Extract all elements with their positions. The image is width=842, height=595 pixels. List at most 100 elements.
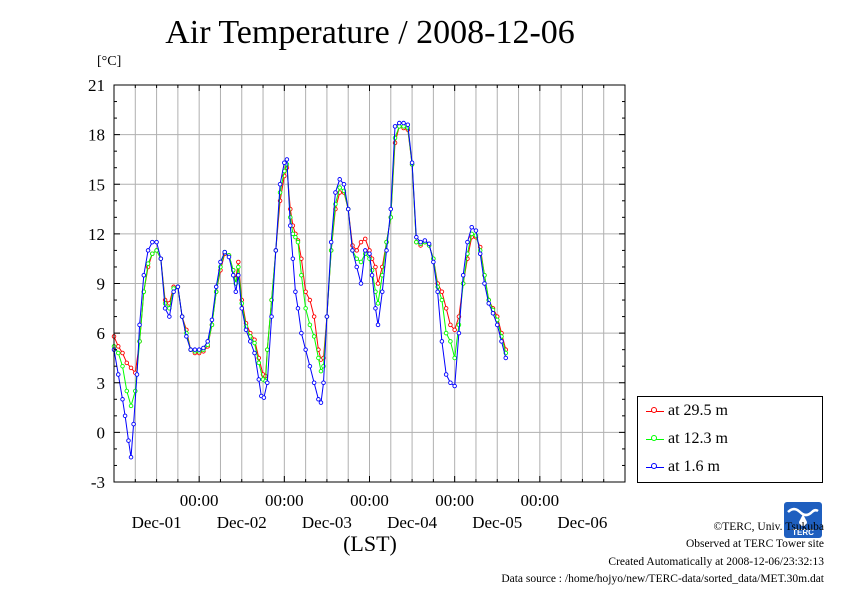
- data-point: [375, 281, 381, 286]
- credit-source: Data source : /home/hojyo/new/TERC-data/…: [501, 573, 824, 585]
- data-point: [293, 289, 298, 295]
- data-point: [116, 344, 121, 349]
- legend-item-1-6m: at 1.6 m: [646, 457, 720, 477]
- data-point: [124, 388, 130, 394]
- data-point: [295, 306, 301, 311]
- data-point: [236, 272, 241, 278]
- data-point: [414, 234, 419, 240]
- data-point: [465, 239, 470, 245]
- data-point: [409, 160, 415, 165]
- data-point: [397, 120, 402, 126]
- y-tick-label: -3: [91, 473, 105, 492]
- data-point: [288, 223, 293, 228]
- data-point: [392, 135, 398, 141]
- data-point: [303, 347, 308, 352]
- y-tick-label: 6: [97, 324, 106, 343]
- data-point: [218, 259, 223, 265]
- data-point: [282, 160, 287, 165]
- data-point: [439, 297, 445, 303]
- data-point: [192, 347, 198, 352]
- credit-site: Observed at TERC Tower site: [685, 538, 824, 550]
- x-tick-label: 00:00: [520, 491, 559, 510]
- data-point: [273, 248, 279, 253]
- data-point: [324, 314, 330, 319]
- data-point: [443, 306, 449, 311]
- data-point: [495, 322, 500, 328]
- data-point: [134, 372, 140, 377]
- data-point: [311, 380, 317, 386]
- data-point: [307, 322, 313, 328]
- data-point: [243, 327, 249, 333]
- data-point: [345, 206, 351, 212]
- data-point: [358, 281, 364, 286]
- data-point: [171, 289, 176, 295]
- data-point: [131, 421, 136, 427]
- data-point: [213, 284, 219, 290]
- data-point: [358, 239, 364, 245]
- data-point: [452, 355, 457, 361]
- data-point: [128, 365, 134, 371]
- data-point: [150, 251, 155, 256]
- axis-layer: -3 0 3 6 9 12 15 18 21 00:00 00:00 00:00 00:00 00:00 D…: [88, 76, 626, 532]
- data-point: [167, 314, 172, 319]
- data-point: [341, 181, 347, 187]
- data-point: [375, 322, 381, 328]
- data-point: [188, 347, 193, 352]
- y-tick-label: 18: [88, 126, 105, 145]
- data-point: [196, 347, 202, 352]
- data-point: [477, 251, 483, 256]
- data-point: [137, 322, 142, 328]
- legend-dot: [651, 407, 657, 413]
- data-point: [460, 272, 466, 278]
- data-point: [209, 317, 215, 323]
- data-point: [120, 350, 125, 356]
- data-point: [362, 236, 368, 242]
- data-point: [486, 301, 491, 306]
- data-point: [448, 380, 453, 386]
- legend-dot: [651, 463, 657, 469]
- data-point: [295, 239, 301, 245]
- data-point: [418, 239, 423, 245]
- data-point: [222, 249, 227, 255]
- data-point: [354, 248, 359, 253]
- data-point: [460, 281, 466, 286]
- data-point: [375, 301, 381, 306]
- data-point: [145, 261, 151, 266]
- data-point: [252, 340, 257, 346]
- data-point: [230, 272, 236, 278]
- data-point: [293, 234, 298, 240]
- data-point: [205, 339, 210, 344]
- x-date-label: Dec-05: [472, 513, 522, 532]
- data-point: [201, 345, 206, 351]
- data-point: [452, 327, 457, 333]
- data-point: [452, 383, 457, 389]
- data-point: [116, 372, 121, 377]
- data-point: [299, 272, 304, 278]
- data-point: [388, 206, 394, 212]
- data-point: [265, 380, 270, 386]
- x-tick-label: 00:00: [180, 491, 219, 510]
- terc-logo-icon: TERC: [784, 502, 822, 538]
- series-line: [113, 125, 507, 377]
- data-point: [328, 239, 334, 245]
- data-point: [405, 122, 411, 127]
- data-point: [337, 177, 342, 182]
- y-tick-label: 3: [97, 374, 106, 393]
- data-point: [318, 400, 324, 405]
- data-point: [256, 377, 262, 382]
- data-point: [321, 380, 326, 386]
- data-point: [358, 259, 364, 265]
- data-point: [435, 289, 440, 295]
- data-point: [299, 330, 304, 336]
- data-point: [448, 339, 453, 344]
- data-point: [503, 355, 509, 361]
- data-point: [120, 397, 125, 402]
- grid-layer: [114, 84, 625, 483]
- y-tick-label: 12: [88, 225, 105, 244]
- data-point: [311, 314, 317, 319]
- x-date-label: Dec-03: [302, 513, 352, 532]
- data-point: [362, 248, 368, 253]
- x-date-label: Dec-02: [217, 513, 267, 532]
- data-point: [303, 289, 308, 295]
- data-point: [469, 225, 474, 230]
